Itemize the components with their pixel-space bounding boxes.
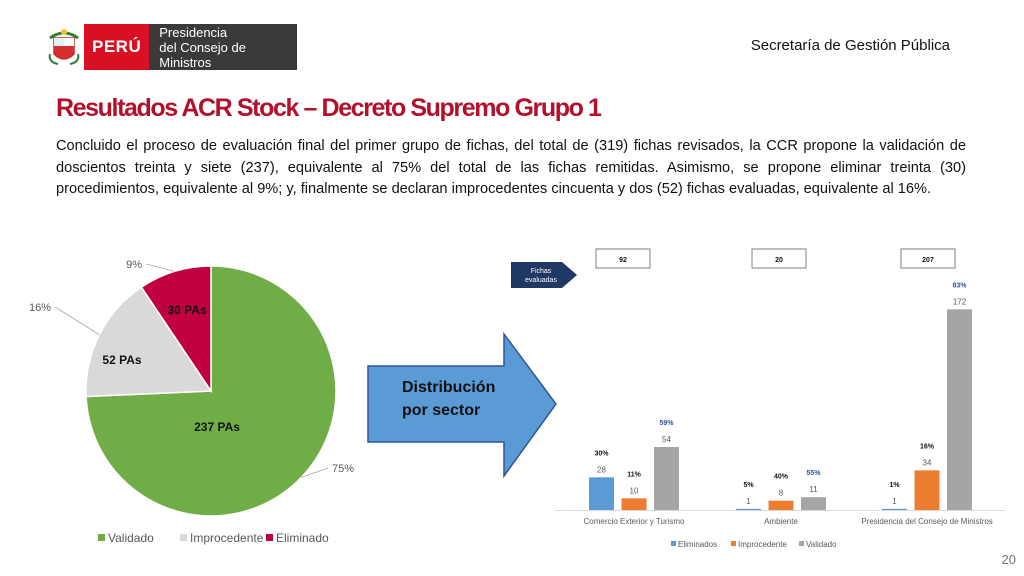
bar-value-label: 172 (953, 297, 967, 306)
legend-label-eliminado: Eliminado (276, 531, 329, 545)
bar-value-label: 11 (809, 485, 818, 494)
legend-label-improcedente: Improcedente (738, 540, 787, 549)
callout-text-line-1: Fichas (531, 268, 552, 275)
bar-percent-label: 5% (743, 482, 754, 489)
total-value: 207 (922, 257, 934, 264)
total-value: 20 (775, 257, 783, 264)
logo-country: PERÚ (84, 24, 150, 70)
legend-label-validado: Validado (108, 531, 154, 545)
pie-label-eliminado: 30 PAs (167, 303, 206, 317)
logo-institution: Presidencia del Consejo de Ministros (149, 24, 298, 70)
legend-label-improcedente: Improcedente (190, 531, 264, 545)
logo-line-2: del Consejo de Ministros (159, 39, 246, 70)
pie-chart: 75% 237 PAs 16% 52 PAs 9% 30 PAs Validado Impro… (30, 259, 354, 545)
total-box (751, 248, 807, 269)
legend-swatch-validado (799, 541, 804, 546)
bar-percent-label: 40% (774, 474, 789, 481)
bar-value-label: 34 (923, 458, 932, 467)
bar-eliminados-0 (589, 477, 614, 510)
bar-value-label: 28 (597, 465, 606, 474)
arrow-label-line-2: por sector (402, 402, 481, 419)
pie-percent-improcedente: 16% (30, 302, 51, 314)
page-number: 20 (1001, 552, 1016, 567)
slide-title: Resultados ACR Stock – Decreto Supremo G… (56, 94, 602, 122)
bar-validado-1 (801, 497, 826, 510)
pie-leader-eliminado (145, 263, 175, 272)
pie-label-validado: 237 PAs (194, 420, 240, 434)
category-label: Presidencia del Consejo de Ministros (861, 517, 993, 526)
pcm-logo: PERÚ Presidencia del Consejo de Ministro… (44, 24, 298, 70)
category-label: Ambiente (764, 517, 798, 526)
total-box (595, 248, 651, 269)
legend-label-eliminados: Eliminados (678, 540, 717, 549)
legend-swatch-validado (98, 534, 105, 541)
callout-text-line-2: evaluadas (525, 277, 557, 284)
right-arrow-shape (367, 331, 557, 479)
bar-validado-2 (947, 309, 972, 510)
category-label: Comercio Exterior y Turismo (584, 517, 685, 526)
pie-percent-eliminado: 9% (126, 259, 142, 271)
fichas-evaluadas-callout (511, 262, 577, 288)
legend-label-validado: Validado (806, 540, 837, 549)
bar-improcedente-2 (914, 470, 940, 510)
bar-value-label: 1 (892, 497, 897, 506)
summary-paragraph: Concluido el proceso de evaluación final… (56, 138, 966, 197)
bar-percent-label: 83% (952, 282, 967, 289)
bar-value-label: 8 (779, 489, 784, 498)
bar-percent-label: 55% (806, 470, 821, 477)
bar-percent-label: 1% (889, 482, 900, 489)
bar-percent-label: 11% (627, 471, 641, 478)
bar-eliminados-1 (736, 508, 761, 510)
legend-swatch-improcedente (731, 541, 736, 546)
peru-coat-of-arms-icon (44, 24, 84, 70)
bar-value-label: 1 (746, 497, 751, 506)
bar-percent-label: 59% (659, 420, 674, 427)
pie-label-improcedente: 52 PAs (102, 353, 141, 367)
bar-percent-label: 16% (920, 443, 935, 450)
pie-leader-validado (301, 467, 329, 478)
pie-slice-improcedente (85, 286, 213, 398)
total-box (900, 248, 956, 269)
bar-value-label: 10 (630, 486, 639, 495)
secretaria-label: Secretaría de Gestión Pública (750, 37, 950, 54)
logo-line-1: Presidencia (159, 24, 228, 40)
bar-value-label: 54 (662, 435, 671, 444)
bar-eliminados-2 (882, 508, 907, 510)
legend-swatch-improcedente (180, 534, 187, 541)
bar-validado-0 (654, 447, 679, 510)
arrow-label-line-1: Distribución (402, 379, 496, 396)
bar-improcedente-1 (768, 500, 794, 510)
pie-percent-validado: 75% (332, 463, 354, 475)
arrow-shape (367, 331, 557, 479)
pie-leader-improcedente (54, 306, 100, 335)
bar-percent-label: 30% (594, 450, 609, 457)
legend-swatch-eliminados (671, 541, 676, 546)
arrow-label: Distribución por sector (402, 376, 495, 422)
legend-swatch-eliminado (266, 534, 273, 541)
bar-improcedente-0 (621, 498, 647, 510)
total-value: 92 (619, 257, 627, 264)
pie-slice-eliminado (140, 265, 212, 394)
